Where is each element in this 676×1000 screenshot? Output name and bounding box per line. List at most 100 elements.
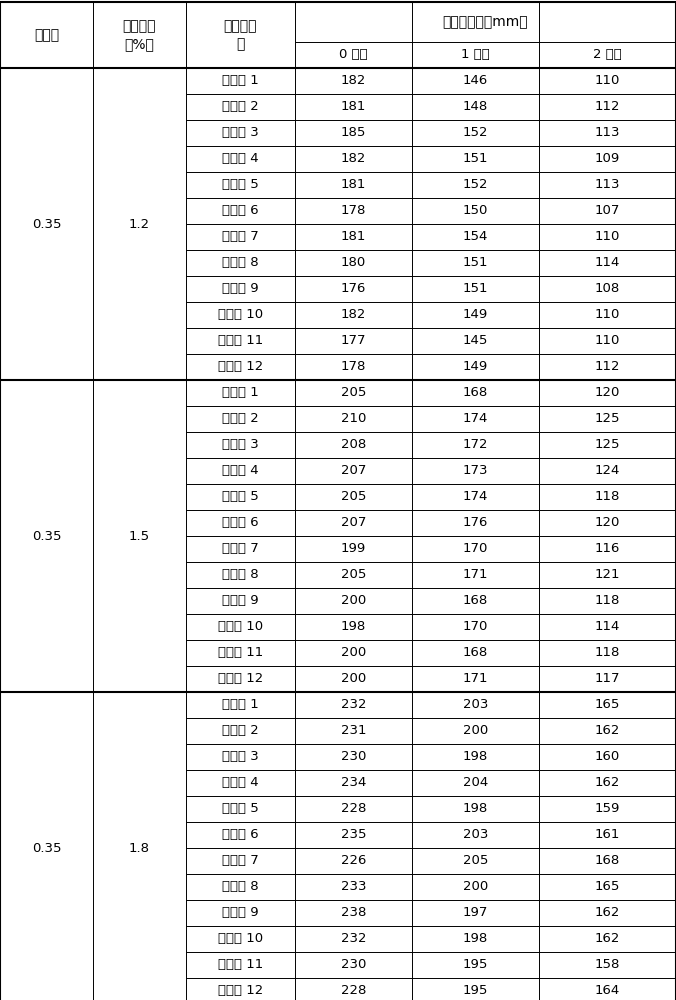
Text: 实施例 3: 实施例 3: [222, 438, 259, 452]
Text: 198: 198: [463, 750, 488, 764]
Text: 2 小时: 2 小时: [593, 48, 622, 62]
Text: 168: 168: [463, 647, 488, 660]
Text: 实施例 10: 实施例 10: [218, 932, 263, 946]
Text: 实施例 10: 实施例 10: [218, 308, 263, 322]
Text: 230: 230: [341, 750, 366, 764]
Text: 1.2: 1.2: [129, 218, 150, 231]
Text: 181: 181: [341, 178, 366, 192]
Text: 205: 205: [341, 386, 366, 399]
Text: 205: 205: [463, 854, 488, 867]
Text: 162: 162: [595, 776, 620, 790]
Text: 实施例 7: 实施例 7: [222, 542, 259, 556]
Text: 173: 173: [463, 464, 488, 478]
Text: 实施例 3: 实施例 3: [222, 750, 259, 764]
Text: 实施例 12: 实施例 12: [218, 984, 263, 998]
Text: 165: 165: [595, 880, 620, 894]
Text: 233: 233: [341, 880, 366, 894]
Text: 112: 112: [595, 101, 621, 113]
Text: 124: 124: [595, 464, 620, 478]
Text: 228: 228: [341, 984, 366, 998]
Text: 203: 203: [463, 698, 488, 712]
Text: 170: 170: [463, 620, 488, 634]
Text: 232: 232: [341, 698, 366, 712]
Text: 实施例 2: 实施例 2: [222, 412, 259, 426]
Text: 151: 151: [463, 282, 488, 296]
Text: 235: 235: [341, 828, 366, 842]
Text: 226: 226: [341, 854, 366, 867]
Text: 198: 198: [341, 620, 366, 634]
Text: 实施例 10: 实施例 10: [218, 620, 263, 634]
Text: 210: 210: [341, 412, 366, 426]
Text: 108: 108: [595, 282, 620, 296]
Text: 110: 110: [595, 231, 620, 243]
Text: 231: 231: [341, 724, 366, 738]
Text: 减水剂类
型: 减水剂类 型: [224, 19, 258, 51]
Text: 121: 121: [595, 568, 621, 582]
Text: 232: 232: [341, 932, 366, 946]
Text: 178: 178: [341, 205, 366, 218]
Text: 182: 182: [341, 152, 366, 165]
Text: 162: 162: [595, 724, 620, 738]
Text: 171: 171: [463, 672, 488, 686]
Text: 实施例 9: 实施例 9: [222, 594, 259, 607]
Text: 181: 181: [341, 231, 366, 243]
Text: 0 小时: 0 小时: [339, 48, 368, 62]
Text: 199: 199: [341, 542, 366, 556]
Text: 112: 112: [595, 360, 621, 373]
Text: 实施例 9: 实施例 9: [222, 906, 259, 920]
Text: 实施例 4: 实施例 4: [222, 152, 259, 165]
Text: 实施例 3: 实施例 3: [222, 126, 259, 139]
Text: 200: 200: [341, 594, 366, 607]
Text: 182: 182: [341, 308, 366, 322]
Text: 151: 151: [463, 256, 488, 269]
Text: 113: 113: [595, 126, 621, 139]
Text: 1 小时: 1 小时: [461, 48, 490, 62]
Text: 200: 200: [341, 672, 366, 686]
Text: 110: 110: [595, 75, 620, 88]
Text: 230: 230: [341, 958, 366, 972]
Text: 0.35: 0.35: [32, 530, 62, 542]
Text: 实施例 7: 实施例 7: [222, 231, 259, 243]
Text: 158: 158: [595, 958, 620, 972]
Text: 198: 198: [463, 932, 488, 946]
Text: 实施例 9: 实施例 9: [222, 282, 259, 296]
Text: 125: 125: [595, 438, 621, 452]
Text: 实施例 8: 实施例 8: [222, 880, 259, 894]
Text: 实施例 1: 实施例 1: [222, 75, 259, 88]
Text: 178: 178: [341, 360, 366, 373]
Text: 实施例 8: 实施例 8: [222, 568, 259, 582]
Text: 实施例 7: 实施例 7: [222, 854, 259, 867]
Text: 114: 114: [595, 620, 620, 634]
Text: 148: 148: [463, 101, 488, 113]
Text: 182: 182: [341, 75, 366, 88]
Text: 152: 152: [463, 178, 488, 192]
Text: 110: 110: [595, 334, 620, 348]
Text: 159: 159: [595, 802, 620, 816]
Text: 1.8: 1.8: [129, 842, 150, 854]
Text: 207: 207: [341, 464, 366, 478]
Text: 168: 168: [595, 854, 620, 867]
Text: 110: 110: [595, 308, 620, 322]
Text: 198: 198: [463, 802, 488, 816]
Text: 实施例 11: 实施例 11: [218, 647, 263, 660]
Text: 152: 152: [463, 126, 488, 139]
Text: 149: 149: [463, 360, 488, 373]
Text: 实施例 2: 实施例 2: [222, 724, 259, 738]
Text: 168: 168: [463, 594, 488, 607]
Text: 107: 107: [595, 205, 620, 218]
Text: 195: 195: [463, 958, 488, 972]
Text: 实施例 5: 实施例 5: [222, 490, 259, 504]
Text: 117: 117: [595, 672, 621, 686]
Text: 165: 165: [595, 698, 620, 712]
Text: 174: 174: [463, 412, 488, 426]
Text: 181: 181: [341, 101, 366, 113]
Text: 203: 203: [463, 828, 488, 842]
Text: 实施例 4: 实施例 4: [222, 776, 259, 790]
Text: 197: 197: [463, 906, 488, 920]
Text: 170: 170: [463, 542, 488, 556]
Text: 145: 145: [463, 334, 488, 348]
Text: 118: 118: [595, 594, 620, 607]
Text: 195: 195: [463, 984, 488, 998]
Text: 228: 228: [341, 802, 366, 816]
Text: 1.5: 1.5: [129, 530, 150, 542]
